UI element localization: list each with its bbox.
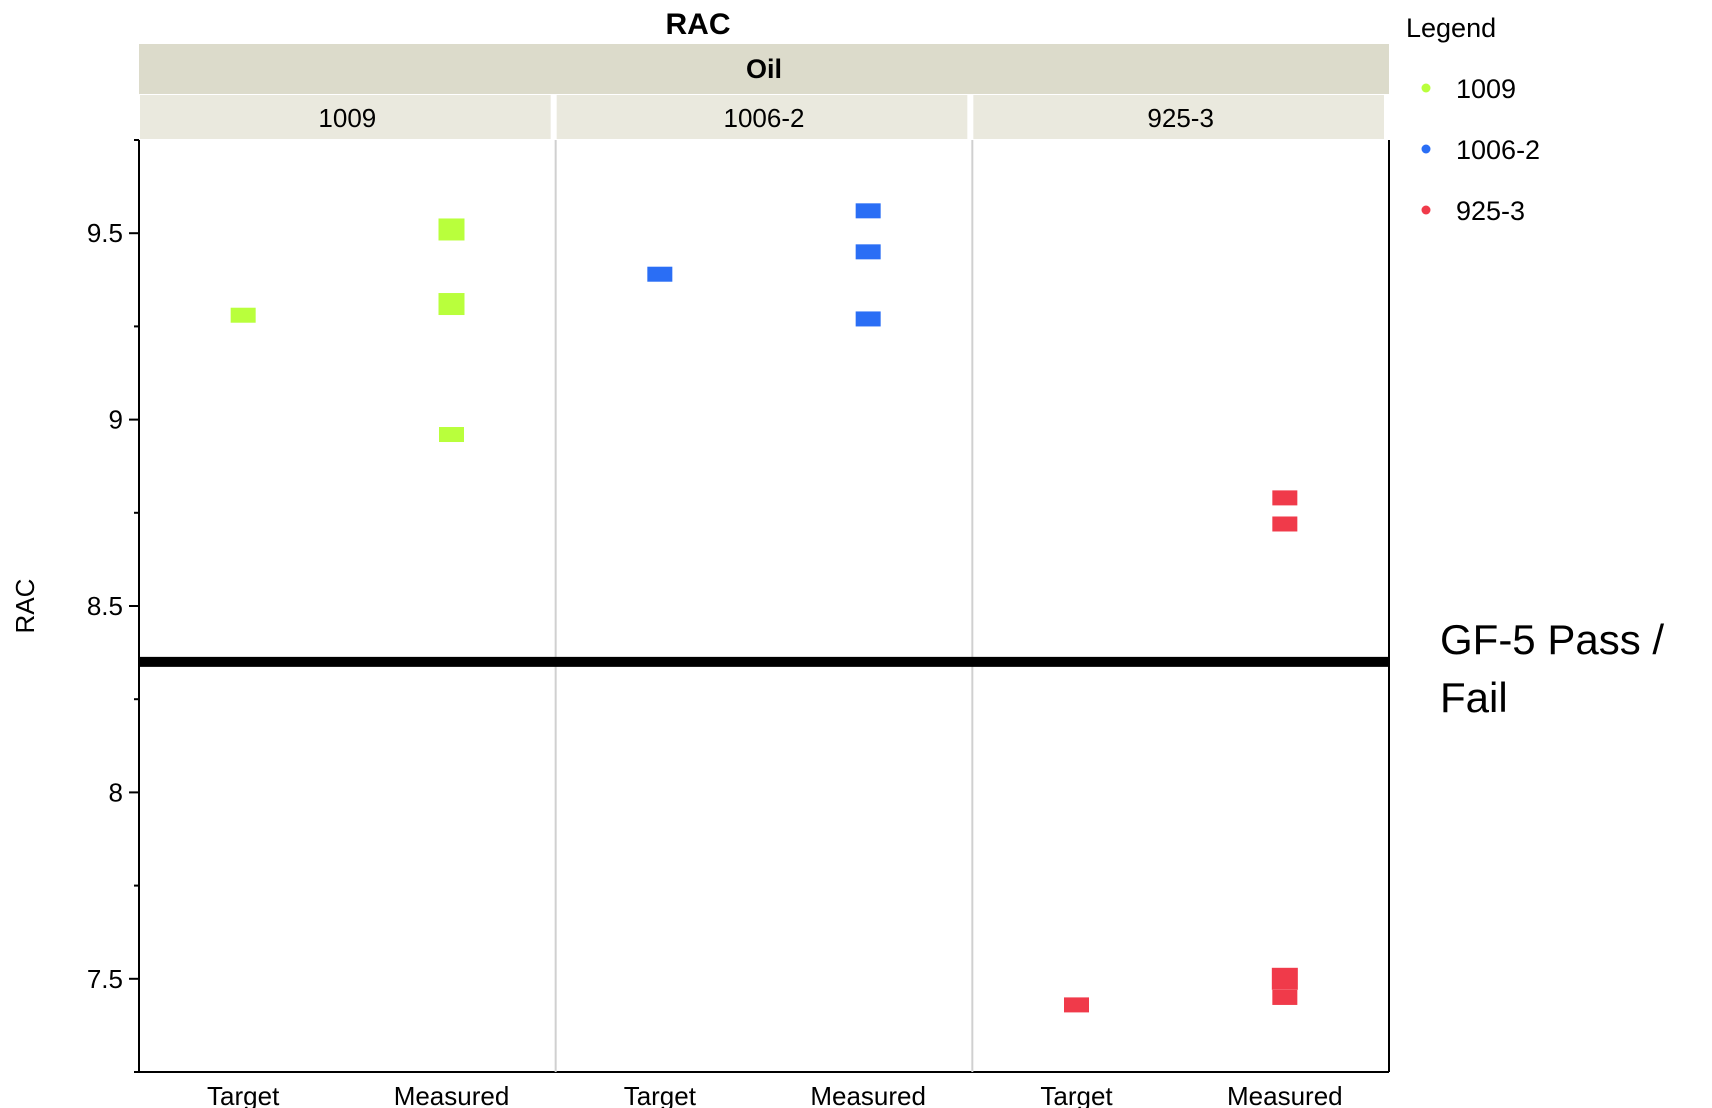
panel-header-label: 1006-2 [724,103,805,133]
data-point [1271,967,1298,990]
y-tick-label: 9.5 [87,218,123,248]
y-tick-label: 8 [109,777,123,807]
panel-header-bg [140,95,551,139]
legend-marker [1421,144,1431,154]
legend: Legend 1009 1006-2 925-3 [1406,13,1540,226]
plot-frame [138,140,1390,1073]
legend-marker [1421,205,1431,215]
data-point [439,427,464,443]
data-point [230,307,256,323]
data-point [438,293,465,316]
data-point [438,218,465,241]
panel-header-label: 925-3 [1147,103,1214,133]
data-point [1064,997,1089,1013]
data-point [855,244,881,260]
legend-label: 1009 [1456,74,1516,104]
y-axis: 7.5 8 8.5 9 9.5 [87,139,139,1073]
panel-header-bg [973,95,1384,139]
y-tick-label: 9 [109,405,123,435]
reference-line-label: Fail [1440,674,1508,721]
y-tick-label: 7.5 [87,964,123,994]
group-header-bg [139,44,1389,94]
data-point [1272,516,1298,532]
y-tick-label: 8.5 [87,591,123,621]
data-point [855,203,881,219]
y-axis-label: RAC [10,579,40,634]
group-header-label: Oil [746,54,782,84]
panel-headers: 1009 1006-2 925-3 [140,95,1384,139]
panel-header-bg [556,95,968,139]
legend-label: 925-3 [1456,196,1525,226]
data-point [1272,989,1298,1005]
x-tick-label: Target [207,1081,280,1108]
legend-title: Legend [1406,13,1496,43]
reference-line-label: GF-5 Pass / [1440,616,1664,663]
reference-line-group: GF-5 Pass / Fail [139,616,1664,721]
x-tick-label: Measured [810,1081,926,1108]
legend-marker [1421,83,1431,93]
data-point [1272,490,1298,506]
chart-title: RAC [666,8,731,41]
legend-label: 1006-2 [1456,135,1540,165]
data-point [647,266,673,282]
x-tick-label: Target [1040,1081,1113,1108]
x-tick-label: Measured [1227,1081,1343,1108]
x-tick-label: Target [624,1081,697,1108]
data-points [230,203,1298,1013]
data-point [855,311,881,327]
panel-header-label: 1009 [318,103,376,133]
x-axis: Target Measured Target Measured Target Measur… [207,1081,1343,1108]
x-tick-label: Measured [394,1081,510,1108]
